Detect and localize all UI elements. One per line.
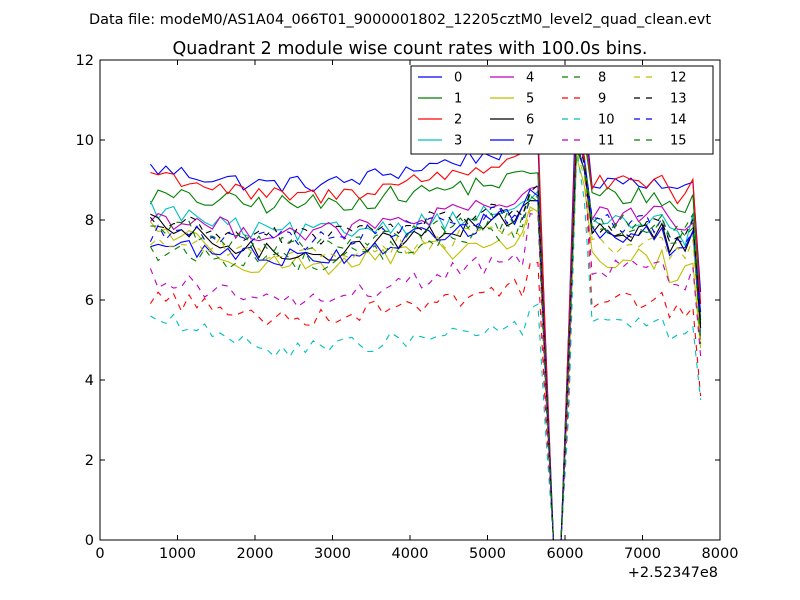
y-tick-label: 2 <box>85 453 94 469</box>
legend-label-14: 14 <box>670 113 687 128</box>
series-line-5 <box>149 156 702 541</box>
y-tick-label: 0 <box>85 533 94 549</box>
series-line-15 <box>150 145 702 541</box>
legend-label-10: 10 <box>598 113 615 128</box>
x-tick-label: 0 <box>95 546 104 562</box>
legend-label-11: 11 <box>598 134 615 149</box>
series-line-14 <box>149 130 702 541</box>
x-tick-label: 6000 <box>547 546 584 562</box>
series-line-6 <box>150 147 702 541</box>
ticks-layer: 0 1000 2000 3000 4000 5000 6000 7000 80000246810… <box>76 53 739 562</box>
x-tick-label: 3000 <box>314 546 351 562</box>
legend-label-7: 7 <box>526 134 534 149</box>
x-tick-label: 8000 <box>702 546 739 562</box>
legend-label-1: 1 <box>454 92 462 107</box>
series-line-12 <box>150 150 702 541</box>
y-tick-label: 12 <box>76 53 94 69</box>
series-line-8 <box>149 128 702 541</box>
legend-label-12: 12 <box>670 71 687 86</box>
x-tick-label: 2000 <box>237 546 274 562</box>
legend-frame <box>410 65 714 155</box>
legend-label-5: 5 <box>526 92 534 107</box>
series-line-1 <box>149 114 702 541</box>
x-offset-label: +2.52347e8 <box>628 565 718 581</box>
y-tick-label: 6 <box>85 293 94 309</box>
series-line-4 <box>150 133 702 541</box>
figure-suptitle: Data file: modeM0/AS1A04_066T01_90000018… <box>89 12 711 28</box>
legend-label-8: 8 <box>598 71 606 86</box>
legend-label-13: 13 <box>670 92 687 107</box>
y-tick-label: 10 <box>76 133 94 149</box>
legend-label-15: 15 <box>670 134 687 149</box>
series-line-11 <box>149 123 702 541</box>
legend-label-9: 9 <box>598 92 606 107</box>
legend-label-0: 0 <box>454 71 462 86</box>
chart-title: Quadrant 2 module wise count rates with … <box>173 39 648 59</box>
y-tick-label: 8 <box>85 213 94 229</box>
series-line-2 <box>150 105 702 541</box>
legend-label-3: 3 <box>454 134 462 149</box>
series-layer <box>149 79 702 541</box>
series-line-10 <box>150 148 702 541</box>
legend-label-6: 6 <box>526 113 534 128</box>
series-line-9 <box>149 107 702 541</box>
x-tick-label: 1000 <box>159 546 196 562</box>
legend-label-2: 2 <box>454 113 462 128</box>
series-line-0 <box>149 79 702 541</box>
legend-label-4: 4 <box>526 71 534 86</box>
x-tick-label: 5000 <box>469 546 506 562</box>
x-tick-label: 7000 <box>624 546 661 562</box>
series-line-13 <box>149 131 702 541</box>
y-tick-label: 4 <box>85 373 94 389</box>
x-tick-label: 4000 <box>392 546 429 562</box>
series-line-7 <box>150 140 702 541</box>
